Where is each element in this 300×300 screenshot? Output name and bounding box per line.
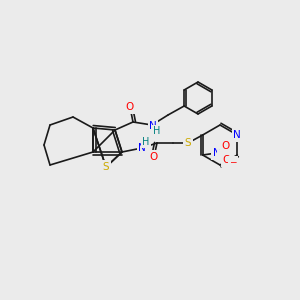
Text: N: N bbox=[233, 130, 241, 140]
Text: N: N bbox=[138, 143, 146, 153]
Text: −: − bbox=[229, 158, 236, 166]
Text: S: S bbox=[185, 138, 191, 148]
Text: S: S bbox=[103, 162, 109, 172]
Text: O: O bbox=[223, 155, 231, 165]
Text: O: O bbox=[222, 141, 230, 151]
Text: O: O bbox=[150, 152, 158, 162]
Text: +: + bbox=[218, 146, 225, 154]
Text: N: N bbox=[213, 148, 220, 158]
Text: N: N bbox=[149, 121, 157, 131]
Text: H: H bbox=[142, 137, 150, 147]
Text: O: O bbox=[126, 102, 134, 112]
Text: H: H bbox=[153, 126, 161, 136]
